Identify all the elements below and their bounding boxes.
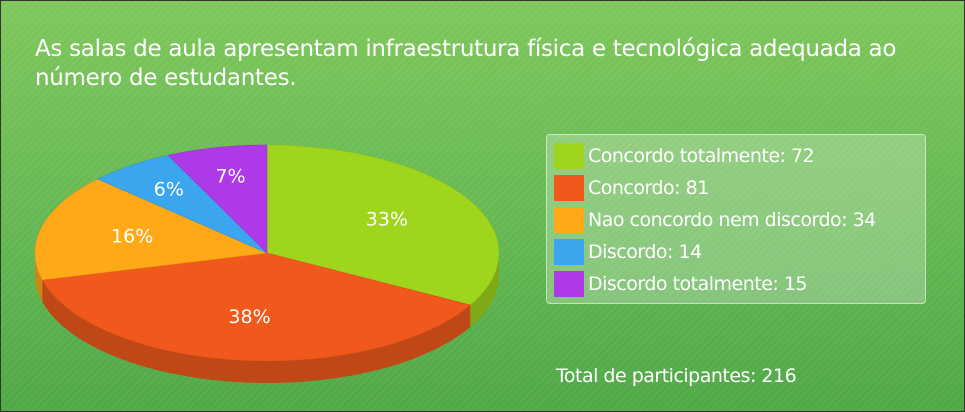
legend-label: Concordo: 81	[588, 177, 709, 199]
legend-label: Nao concordo nem discordo: 34	[588, 209, 876, 231]
legend-label: Discordo: 14	[588, 241, 702, 263]
value-label: 6%	[154, 179, 184, 201]
chart-title: As salas de aula apresentam infraestrutu…	[35, 36, 897, 91]
slice-side	[42, 279, 471, 383]
slice	[97, 154, 268, 254]
legend-swatch	[554, 239, 584, 265]
slice-side	[35, 253, 43, 302]
total-label: Total de participantes: 216	[556, 365, 797, 387]
legend: Concordo totalmente: 72 Concordo: 81 Nao c…	[546, 134, 926, 304]
value-label: 7%	[215, 166, 245, 188]
value-label: 33%	[366, 209, 408, 231]
value-label: 16%	[111, 225, 153, 247]
legend-swatch	[554, 207, 584, 233]
slice	[34, 178, 269, 281]
legend-item: Concordo totalmente: 72	[554, 142, 815, 170]
legend-item: Discordo: 14	[554, 238, 702, 266]
slice	[266, 144, 500, 306]
legend-item: Concordo: 81	[554, 174, 709, 202]
legend-item: Nao concordo nem discordo: 34	[554, 206, 876, 234]
slice-side	[470, 253, 499, 328]
legend-label: Discordo totalmente: 15	[588, 273, 808, 295]
value-label: 38%	[228, 306, 270, 328]
legend-label: Concordo totalmente: 72	[588, 145, 815, 167]
slice	[41, 252, 471, 362]
legend-swatch	[554, 175, 584, 201]
legend-item: Discordo totalmente: 15	[554, 270, 808, 298]
legend-swatch	[554, 143, 584, 169]
slice	[167, 144, 268, 254]
legend-swatch	[554, 271, 584, 297]
